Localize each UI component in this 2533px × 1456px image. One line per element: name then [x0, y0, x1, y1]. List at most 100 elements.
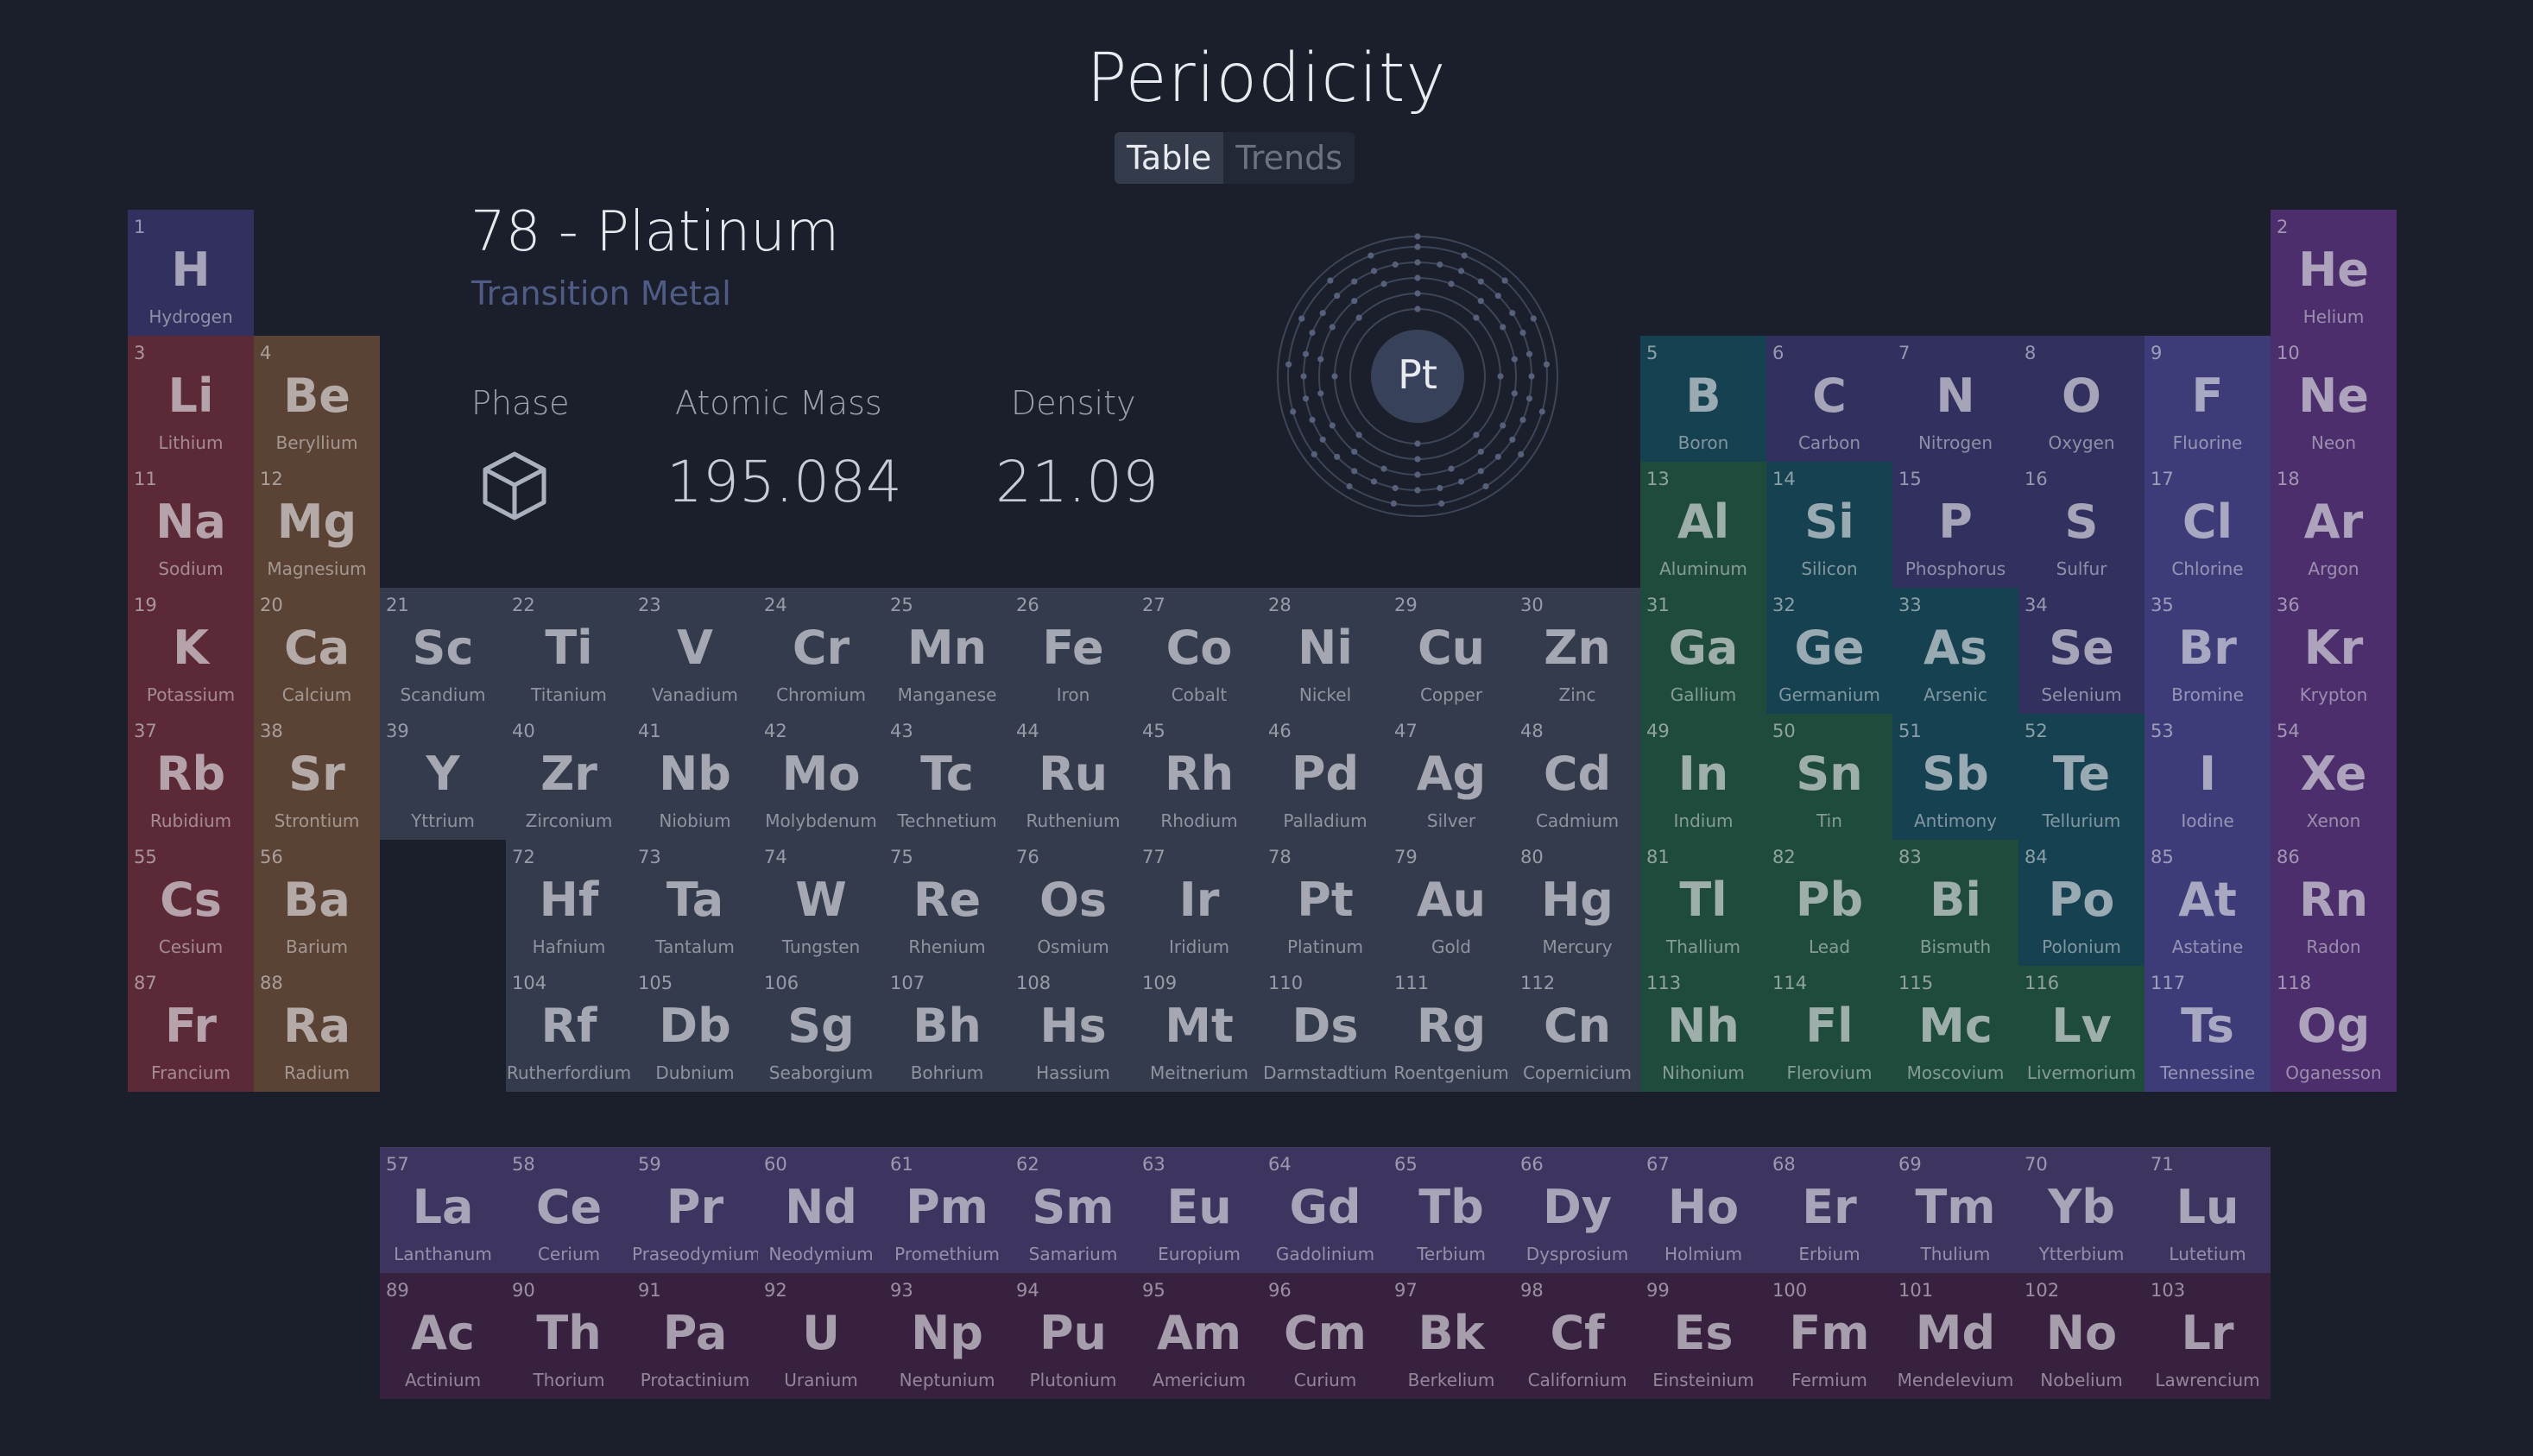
element-cell-curium[interactable]: 96 Cm Curium [1262, 1273, 1388, 1399]
element-cell-arsenic[interactable]: 33 As Arsenic [1892, 588, 2018, 714]
element-cell-hydrogen[interactable]: 1 H Hydrogen [128, 210, 254, 336]
element-cell-xenon[interactable]: 54 Xe Xenon [2271, 714, 2397, 840]
element-cell-protactinium[interactable]: 91 Pa Protactinium [632, 1273, 758, 1399]
element-cell-meitnerium[interactable]: 109 Mt Meitnerium [1136, 966, 1262, 1092]
element-cell-fluorine[interactable]: 9 F Fluorine [2145, 336, 2271, 462]
element-cell-tin[interactable]: 50 Sn Tin [1766, 714, 1892, 840]
element-cell-phosphorus[interactable]: 15 P Phosphorus [1892, 462, 2018, 588]
element-cell-tantalum[interactable]: 73 Ta Tantalum [632, 840, 758, 966]
element-cell-cerium[interactable]: 58 Ce Cerium [506, 1147, 632, 1273]
element-cell-neodymium[interactable]: 60 Nd Neodymium [758, 1147, 884, 1273]
element-cell-carbon[interactable]: 6 C Carbon [1766, 336, 1892, 462]
element-cell-ruthenium[interactable]: 44 Ru Ruthenium [1010, 714, 1136, 840]
element-cell-darmstadtium[interactable]: 110 Ds Darmstadtium [1262, 966, 1388, 1092]
element-cell-osmium[interactable]: 76 Os Osmium [1010, 840, 1136, 966]
element-cell-thallium[interactable]: 81 Tl Thallium [1640, 840, 1766, 966]
element-cell-radium[interactable]: 88 Ra Radium [254, 966, 380, 1092]
tab-trends[interactable]: Trends [1235, 139, 1343, 177]
element-cell-samarium[interactable]: 62 Sm Samarium [1010, 1147, 1136, 1273]
element-cell-sulfur[interactable]: 16 S Sulfur [2018, 462, 2145, 588]
element-cell-oganesson[interactable]: 118 Og Oganesson [2271, 966, 2397, 1092]
element-cell-germanium[interactable]: 32 Ge Germanium [1766, 588, 1892, 714]
element-cell-selenium[interactable]: 34 Se Selenium [2018, 588, 2145, 714]
element-cell-cesium[interactable]: 55 Cs Cesium [128, 840, 254, 966]
element-cell-europium[interactable]: 63 Eu Europium [1136, 1147, 1262, 1273]
element-cell-actinium[interactable]: 89 Ac Actinium [380, 1273, 506, 1399]
element-cell-terbium[interactable]: 65 Tb Terbium [1388, 1147, 1514, 1273]
element-cell-hafnium[interactable]: 72 Hf Hafnium [506, 840, 632, 966]
element-cell-bromine[interactable]: 35 Br Bromine [2145, 588, 2271, 714]
element-cell-gold[interactable]: 79 Au Gold [1388, 840, 1514, 966]
element-cell-californium[interactable]: 98 Cf Californium [1514, 1273, 1640, 1399]
element-cell-tungsten[interactable]: 74 W Tungsten [758, 840, 884, 966]
element-cell-rhenium[interactable]: 75 Re Rhenium [884, 840, 1010, 966]
element-cell-fermium[interactable]: 100 Fm Fermium [1766, 1273, 1892, 1399]
element-cell-roentgenium[interactable]: 111 Rg Roentgenium [1388, 966, 1514, 1092]
element-cell-hassium[interactable]: 108 Hs Hassium [1010, 966, 1136, 1092]
element-cell-technetium[interactable]: 43 Tc Technetium [884, 714, 1010, 840]
element-cell-flerovium[interactable]: 114 Fl Flerovium [1766, 966, 1892, 1092]
element-cell-rhodium[interactable]: 45 Rh Rhodium [1136, 714, 1262, 840]
element-cell-nobelium[interactable]: 102 No Nobelium [2018, 1273, 2145, 1399]
element-cell-uranium[interactable]: 92 U Uranium [758, 1273, 884, 1399]
element-cell-plutonium[interactable]: 94 Pu Plutonium [1010, 1273, 1136, 1399]
element-cell-erbium[interactable]: 68 Er Erbium [1766, 1147, 1892, 1273]
element-cell-gallium[interactable]: 31 Ga Gallium [1640, 588, 1766, 714]
element-cell-iodine[interactable]: 53 I Iodine [2145, 714, 2271, 840]
element-cell-nihonium[interactable]: 113 Nh Nihonium [1640, 966, 1766, 1092]
element-cell-zirconium[interactable]: 40 Zr Zirconium [506, 714, 632, 840]
element-cell-neptunium[interactable]: 93 Np Neptunium [884, 1273, 1010, 1399]
element-cell-zinc[interactable]: 30 Zn Zinc [1514, 588, 1640, 714]
element-cell-neon[interactable]: 10 Ne Neon [2271, 336, 2397, 462]
element-cell-oxygen[interactable]: 8 O Oxygen [2018, 336, 2145, 462]
element-cell-indium[interactable]: 49 In Indium [1640, 714, 1766, 840]
element-cell-chlorine[interactable]: 17 Cl Chlorine [2145, 462, 2271, 588]
element-cell-silver[interactable]: 47 Ag Silver [1388, 714, 1514, 840]
element-cell-tellurium[interactable]: 52 Te Tellurium [2018, 714, 2145, 840]
element-cell-nickel[interactable]: 28 Ni Nickel [1262, 588, 1388, 714]
element-cell-iridium[interactable]: 77 Ir Iridium [1136, 840, 1262, 966]
element-cell-lanthanum[interactable]: 57 La Lanthanum [380, 1147, 506, 1273]
element-cell-lithium[interactable]: 3 Li Lithium [128, 336, 254, 462]
element-cell-livermorium[interactable]: 116 Lv Livermorium [2018, 966, 2145, 1092]
element-cell-bismuth[interactable]: 83 Bi Bismuth [1892, 840, 2018, 966]
element-cell-helium[interactable]: 2 He Helium [2271, 210, 2397, 336]
element-cell-praseodymium[interactable]: 59 Pr Praseodymium [632, 1147, 758, 1273]
element-cell-strontium[interactable]: 38 Sr Strontium [254, 714, 380, 840]
element-cell-yttrium[interactable]: 39 Y Yttrium [380, 714, 506, 840]
element-cell-americium[interactable]: 95 Am Americium [1136, 1273, 1262, 1399]
element-cell-dysprosium[interactable]: 66 Dy Dysprosium [1514, 1147, 1640, 1273]
element-cell-cobalt[interactable]: 27 Co Cobalt [1136, 588, 1262, 714]
element-cell-argon[interactable]: 18 Ar Argon [2271, 462, 2397, 588]
element-cell-chromium[interactable]: 24 Cr Chromium [758, 588, 884, 714]
element-cell-promethium[interactable]: 61 Pm Promethium [884, 1147, 1010, 1273]
element-cell-rutherfordium[interactable]: 104 Rf Rutherfordium [506, 966, 632, 1092]
element-cell-manganese[interactable]: 25 Mn Manganese [884, 588, 1010, 714]
element-cell-mendelevium[interactable]: 101 Md Mendelevium [1892, 1273, 2018, 1399]
element-cell-boron[interactable]: 5 B Boron [1640, 336, 1766, 462]
element-cell-sodium[interactable]: 11 Na Sodium [128, 462, 254, 588]
element-cell-ytterbium[interactable]: 70 Yb Ytterbium [2018, 1147, 2145, 1273]
element-cell-krypton[interactable]: 36 Kr Krypton [2271, 588, 2397, 714]
element-cell-mercury[interactable]: 80 Hg Mercury [1514, 840, 1640, 966]
element-cell-niobium[interactable]: 41 Nb Niobium [632, 714, 758, 840]
element-cell-antimony[interactable]: 51 Sb Antimony [1892, 714, 2018, 840]
element-cell-moscovium[interactable]: 115 Mc Moscovium [1892, 966, 2018, 1092]
element-cell-vanadium[interactable]: 23 V Vanadium [632, 588, 758, 714]
element-cell-aluminum[interactable]: 13 Al Aluminum [1640, 462, 1766, 588]
element-cell-einsteinium[interactable]: 99 Es Einsteinium [1640, 1273, 1766, 1399]
element-cell-radon[interactable]: 86 Rn Radon [2271, 840, 2397, 966]
tab-table[interactable]: Table [1115, 132, 1224, 184]
element-cell-magnesium[interactable]: 12 Mg Magnesium [254, 462, 380, 588]
element-cell-berkelium[interactable]: 97 Bk Berkelium [1388, 1273, 1514, 1399]
element-cell-palladium[interactable]: 46 Pd Palladium [1262, 714, 1388, 840]
element-cell-dubnium[interactable]: 105 Db Dubnium [632, 966, 758, 1092]
element-cell-holmium[interactable]: 67 Ho Holmium [1640, 1147, 1766, 1273]
element-cell-scandium[interactable]: 21 Sc Scandium [380, 588, 506, 714]
element-cell-titanium[interactable]: 22 Ti Titanium [506, 588, 632, 714]
element-cell-thulium[interactable]: 69 Tm Thulium [1892, 1147, 2018, 1273]
element-cell-copernicium[interactable]: 112 Cn Copernicium [1514, 966, 1640, 1092]
element-cell-seaborgium[interactable]: 106 Sg Seaborgium [758, 966, 884, 1092]
element-cell-beryllium[interactable]: 4 Be Beryllium [254, 336, 380, 462]
element-cell-lutetium[interactable]: 71 Lu Lutetium [2145, 1147, 2271, 1273]
